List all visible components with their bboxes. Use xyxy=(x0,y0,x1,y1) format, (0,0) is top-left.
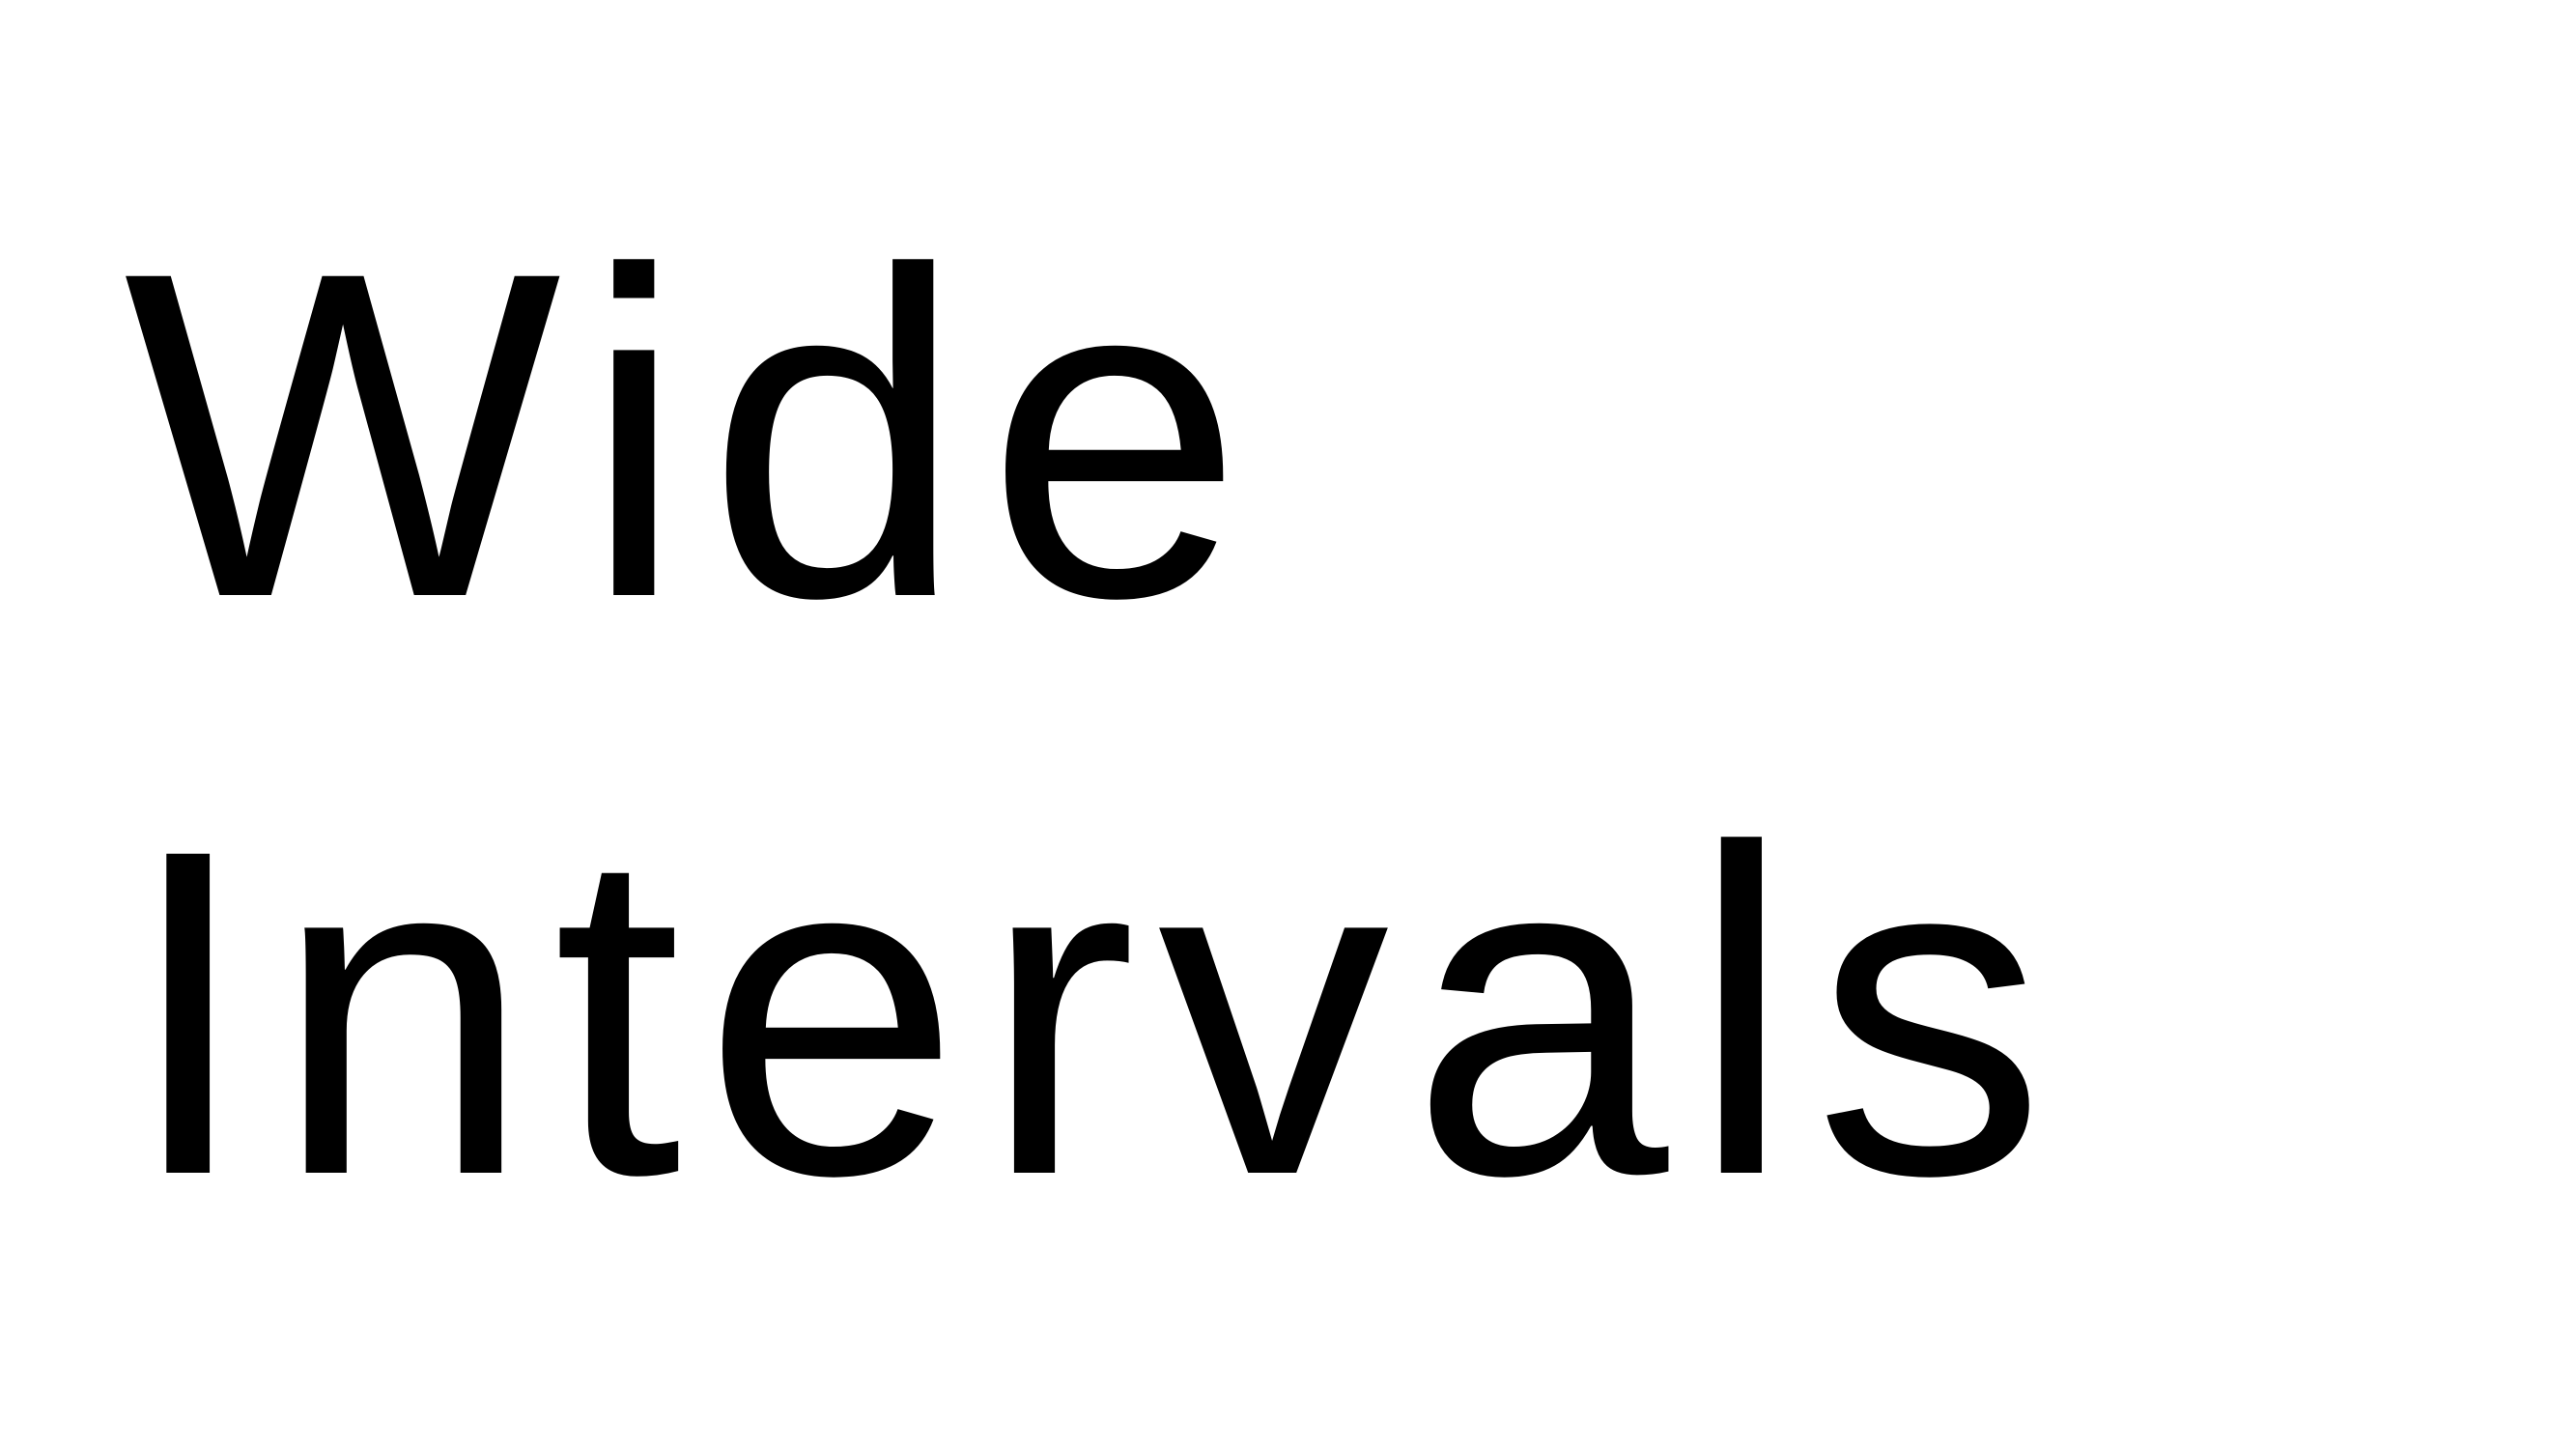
slide-title-line-2: Intervals xyxy=(124,753,2068,1271)
slide-title-line-1: Wide xyxy=(124,175,1265,694)
